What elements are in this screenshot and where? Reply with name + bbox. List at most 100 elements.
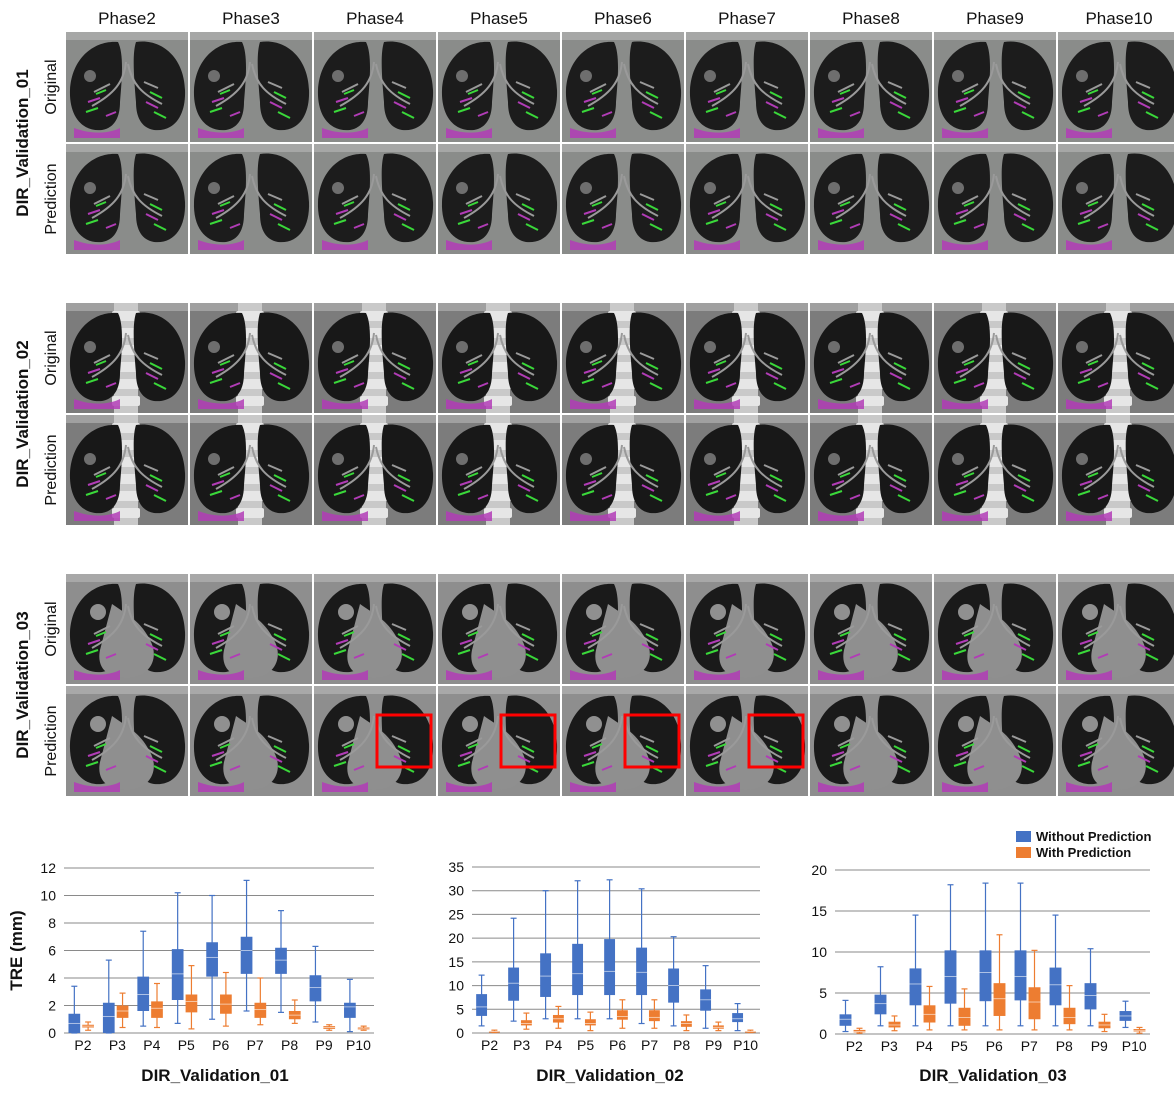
x-tick-label: P7 bbox=[1021, 1038, 1038, 1054]
y-tick-label: 25 bbox=[448, 906, 464, 922]
row-label-prediction: Prediction bbox=[43, 705, 60, 776]
box-iqr bbox=[540, 953, 552, 997]
x-tick-label: P8 bbox=[1056, 1038, 1073, 1054]
x-tick-label: P6 bbox=[212, 1037, 229, 1053]
row-label-prediction: Prediction bbox=[43, 434, 60, 505]
ct-image bbox=[933, 573, 1057, 685]
box-iqr bbox=[309, 975, 322, 1002]
y-tick-label: 8 bbox=[48, 915, 56, 931]
chart-panel-1: 0 2 4 6 8 10 12 TRE (mm) P2 P3 P4 P5 P6 P7 P8 P9 P10 DIR_… bbox=[7, 860, 374, 1085]
ct-image bbox=[561, 143, 685, 255]
x-tick-label: P9 bbox=[705, 1037, 722, 1053]
ct-image bbox=[437, 31, 561, 143]
x-tick-label: P4 bbox=[143, 1037, 160, 1053]
ct-image bbox=[313, 143, 437, 255]
ct-image bbox=[933, 31, 1057, 143]
x-tick-label: P9 bbox=[315, 1037, 332, 1053]
ct-image bbox=[685, 31, 809, 143]
highlight-box bbox=[375, 713, 433, 769]
box-iqr bbox=[853, 1029, 866, 1033]
box-iqr bbox=[508, 967, 520, 1001]
box-iqr bbox=[839, 1014, 852, 1026]
row-label-original: Original bbox=[43, 601, 60, 656]
y-tick-label: 15 bbox=[448, 954, 464, 970]
row-label-prediction: Prediction bbox=[43, 163, 60, 234]
y-tick-label: 20 bbox=[448, 930, 464, 946]
box-iqr bbox=[616, 1010, 628, 1020]
y-tick-label: 0 bbox=[48, 1025, 56, 1041]
highlight-box bbox=[623, 713, 681, 769]
ct-image bbox=[1057, 31, 1174, 143]
group-label-1: DIR_Validation_01 bbox=[13, 69, 32, 216]
y-tick-label: 5 bbox=[456, 1001, 464, 1017]
ct-image bbox=[437, 573, 561, 685]
ct-image bbox=[685, 302, 809, 414]
x-tick-label: P7 bbox=[247, 1037, 264, 1053]
box-iqr bbox=[520, 1020, 532, 1026]
ct-image bbox=[685, 143, 809, 255]
ct-image bbox=[933, 685, 1057, 797]
legend-swatch-1 bbox=[1016, 831, 1031, 842]
ct-image bbox=[189, 685, 313, 797]
ct-image bbox=[437, 414, 561, 526]
ct-image bbox=[313, 573, 437, 685]
chart-panel-2: 0 5 10 15 20 25 30 35 P2 P3 P4 P5 P6 P7 P8 P9 P10 DIR_Val… bbox=[448, 859, 760, 1085]
ct-image bbox=[561, 414, 685, 526]
ct-image bbox=[1057, 414, 1174, 526]
box-iqr bbox=[680, 1021, 692, 1027]
ct-image bbox=[561, 31, 685, 143]
ct-image bbox=[685, 414, 809, 526]
box-iqr bbox=[1014, 950, 1027, 1001]
x-tick-label: P4 bbox=[916, 1038, 933, 1054]
ct-image bbox=[685, 573, 809, 685]
x-tick-label: P10 bbox=[346, 1037, 371, 1053]
ct-image bbox=[561, 302, 685, 414]
ct-image bbox=[313, 302, 437, 414]
box-iqr bbox=[206, 942, 218, 977]
box-iqr bbox=[993, 983, 1006, 1016]
y-tick-label: 30 bbox=[448, 883, 464, 899]
ct-image bbox=[189, 31, 313, 143]
box-iqr bbox=[275, 947, 287, 974]
ct-image bbox=[1057, 143, 1174, 255]
row-label-original: Original bbox=[43, 330, 60, 385]
y-tick-label: 6 bbox=[48, 943, 56, 959]
ct-image bbox=[809, 685, 933, 797]
ct-image bbox=[65, 573, 189, 685]
box-iqr bbox=[1084, 983, 1097, 1010]
box-iqr bbox=[923, 1005, 936, 1023]
ct-image bbox=[189, 414, 313, 526]
box-iqr bbox=[604, 939, 616, 996]
ct-image bbox=[685, 685, 809, 797]
phase-header-2: Phase2 bbox=[98, 9, 156, 28]
y-tick-label: 10 bbox=[40, 888, 56, 904]
ct-image bbox=[561, 573, 685, 685]
y-tick-label: 4 bbox=[48, 970, 56, 986]
ct-image bbox=[313, 414, 437, 526]
phase-header-7: Phase7 bbox=[718, 9, 776, 28]
ct-image bbox=[1057, 302, 1174, 414]
x-tick-label: P2 bbox=[74, 1037, 91, 1053]
ct-image bbox=[313, 31, 437, 143]
x-tick-label: P8 bbox=[673, 1037, 690, 1053]
x-tick-label: P6 bbox=[609, 1037, 626, 1053]
box-iqr bbox=[732, 1013, 744, 1023]
ct-image bbox=[313, 685, 437, 797]
phase-header-3: Phase3 bbox=[222, 9, 280, 28]
box-iqr bbox=[171, 949, 184, 1000]
x-tick-label: P7 bbox=[641, 1037, 658, 1053]
ct-image bbox=[1057, 685, 1174, 797]
box-iqr bbox=[636, 947, 648, 996]
legend-label-1: Without Prediction bbox=[1036, 829, 1151, 844]
chart-title: DIR_Validation_01 bbox=[141, 1066, 288, 1085]
y-tick-label: 10 bbox=[448, 978, 464, 994]
ct-image bbox=[933, 414, 1057, 526]
y-tick-label: 0 bbox=[456, 1025, 464, 1041]
ct-image bbox=[1057, 573, 1174, 685]
x-tick-label: P2 bbox=[846, 1038, 863, 1054]
box-iqr bbox=[874, 994, 887, 1015]
x-tick-label: P9 bbox=[1091, 1038, 1108, 1054]
box-iqr bbox=[584, 1019, 596, 1026]
y-tick-label: 0 bbox=[819, 1026, 827, 1042]
